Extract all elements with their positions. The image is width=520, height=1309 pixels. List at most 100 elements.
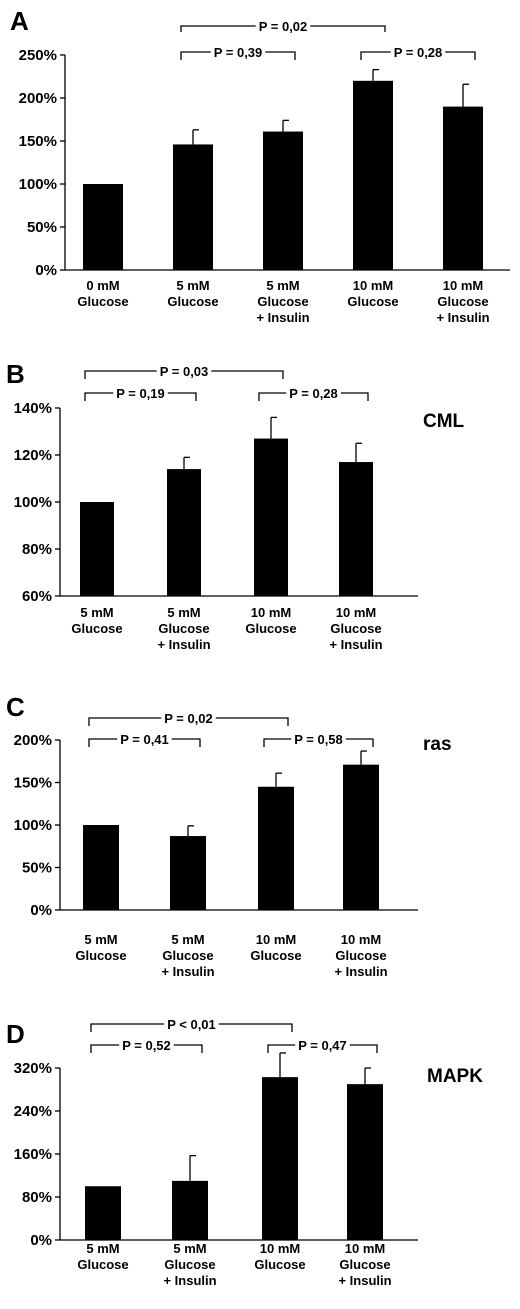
p-value-label-background <box>161 710 216 727</box>
x-category-label: 10 mM <box>353 278 393 293</box>
x-category-label: 10 mM <box>345 1241 385 1256</box>
bar <box>254 438 288 596</box>
x-category-label: + Insulin <box>338 1273 391 1288</box>
bar <box>263 131 303 270</box>
x-category-label: 5 mM <box>86 1241 119 1256</box>
bar <box>343 764 379 910</box>
p-value-label-background <box>286 385 341 402</box>
x-category-label: Glucose <box>164 1257 215 1272</box>
x-category-label: Glucose <box>257 294 308 309</box>
y-tick-label: 0% <box>30 902 52 919</box>
p-value-label: P = 0,19 <box>116 386 165 401</box>
x-category-label: Glucose <box>75 948 126 963</box>
y-tick-label: 80% <box>22 541 52 558</box>
x-category-label: 5 mM <box>173 1241 206 1256</box>
y-tick-label: 200% <box>14 732 52 749</box>
x-category-label: + Insulin <box>436 310 489 325</box>
x-category-label: Glucose <box>71 621 122 636</box>
x-category-label: + Insulin <box>256 310 309 325</box>
y-tick-label: 100% <box>19 176 57 193</box>
x-category-label: + Insulin <box>329 637 382 652</box>
x-category-label: + Insulin <box>334 964 387 979</box>
p-value-label-background <box>390 44 446 61</box>
y-tick-label: 250% <box>19 47 57 64</box>
x-category-label: Glucose <box>335 948 386 963</box>
y-tick-label: 100% <box>14 817 52 834</box>
x-category-label: + Insulin <box>161 964 214 979</box>
x-category-label: 10 mM <box>251 605 291 620</box>
p-value-label: P = 0,47 <box>298 1038 347 1053</box>
p-value-label: P = 0,58 <box>294 732 343 747</box>
x-category-label: Glucose <box>158 621 209 636</box>
x-category-label: 10 mM <box>341 932 381 947</box>
p-value-label: P = 0,52 <box>122 1038 171 1053</box>
bar <box>85 1186 121 1240</box>
p-value-label-background <box>210 44 266 61</box>
x-category-label: 5 mM <box>84 932 117 947</box>
p-value-label-background <box>119 1037 174 1054</box>
y-tick-label: 80% <box>22 1189 52 1206</box>
bar <box>347 1084 383 1240</box>
bar <box>173 144 213 270</box>
panel-letter: B <box>6 359 25 389</box>
y-tick-label: 60% <box>22 588 52 605</box>
p-value-label: P = 0,03 <box>160 364 209 379</box>
bar <box>258 786 294 910</box>
x-category-label: 5 mM <box>167 605 200 620</box>
x-category-label: Glucose <box>77 294 128 309</box>
bar <box>170 836 206 910</box>
x-category-label: 10 mM <box>336 605 376 620</box>
x-category-label: 10 mM <box>443 278 483 293</box>
y-tick-label: 150% <box>19 133 57 150</box>
bar <box>443 106 483 270</box>
p-value-label: P < 0,01 <box>167 1017 216 1032</box>
x-category-label: Glucose <box>167 294 218 309</box>
y-tick-label: 100% <box>14 494 52 511</box>
x-category-label: Glucose <box>245 621 296 636</box>
x-category-label: 5 mM <box>171 932 204 947</box>
y-tick-label: 150% <box>14 775 52 792</box>
p-value-label-background <box>295 1037 350 1054</box>
bar <box>83 184 123 270</box>
x-category-label: 5 mM <box>80 605 113 620</box>
bar <box>353 80 393 270</box>
marker-label: MAPK <box>427 1066 483 1087</box>
x-category-label: 10 mM <box>256 932 296 947</box>
x-category-label: Glucose <box>254 1257 305 1272</box>
x-category-label: 10 mM <box>260 1241 300 1256</box>
p-value-label: P = 0,28 <box>289 386 338 401</box>
x-category-label: Glucose <box>437 294 488 309</box>
y-tick-label: 200% <box>19 90 57 107</box>
x-category-label: 0 mM <box>86 278 119 293</box>
y-tick-label: 0% <box>30 1232 52 1249</box>
bar <box>80 502 114 596</box>
p-value-label-background <box>156 363 212 380</box>
p-value-label-background <box>255 18 311 35</box>
p-value-label-background <box>117 731 172 748</box>
x-category-label: 5 mM <box>266 278 299 293</box>
p-value-label: P = 0,02 <box>259 19 308 34</box>
x-category-label: + Insulin <box>157 637 210 652</box>
p-value-label-background <box>113 385 168 402</box>
p-value-label-background <box>164 1016 219 1033</box>
x-category-label: Glucose <box>347 294 398 309</box>
y-tick-label: 160% <box>14 1146 52 1163</box>
p-value-label: P = 0,02 <box>164 711 213 726</box>
y-tick-label: 140% <box>14 400 52 417</box>
x-category-label: Glucose <box>330 621 381 636</box>
x-category-label: 5 mM <box>176 278 209 293</box>
marker-label: CML <box>423 411 465 432</box>
y-tick-label: 240% <box>14 1103 52 1120</box>
p-value-label-background <box>291 731 346 748</box>
p-value-label: P = 0,39 <box>214 45 263 60</box>
x-category-label: Glucose <box>339 1257 390 1272</box>
marker-label: ras <box>423 734 452 755</box>
y-tick-label: 0% <box>35 262 57 279</box>
bar <box>172 1180 208 1240</box>
p-value-label: P = 0,41 <box>120 732 169 747</box>
bar <box>167 469 201 596</box>
